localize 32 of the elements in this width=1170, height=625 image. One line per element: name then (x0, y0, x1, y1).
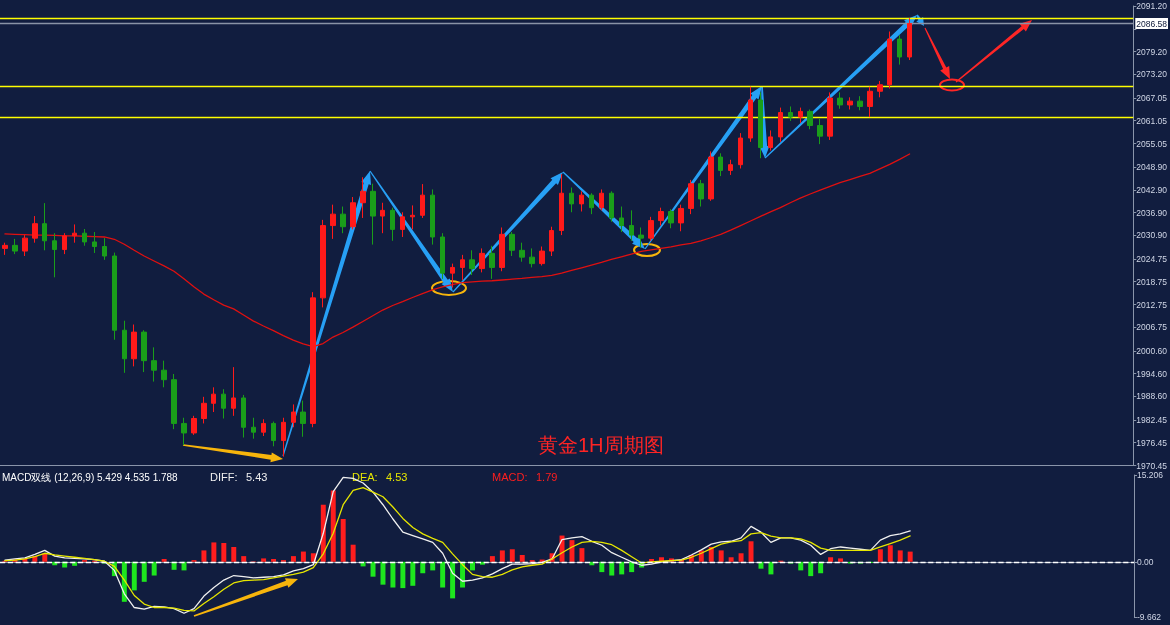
y-tick-label: 2024.75 (1136, 253, 1168, 264)
y-tick-label: 1988.60 (1136, 391, 1168, 402)
y-tick-label: 2042.90 (1136, 184, 1168, 195)
y-tick-label: -9.662 (1137, 612, 1162, 622)
y-tick-label: 2061.05 (1136, 115, 1168, 126)
y-tick-label: 2091.20 (1136, 1, 1168, 11)
ref-line-label: 2086.58 (1136, 18, 1168, 29)
text: DIFF: (210, 470, 238, 483)
y-tick-label: 1994.60 (1136, 368, 1168, 379)
y-tick-label: 2079.20 (1136, 46, 1168, 57)
y-tick-label: 0.00 (1137, 556, 1154, 567)
y-tick-label: 2036.90 (1136, 207, 1168, 218)
annotation: 黄金1H周期图 (538, 434, 664, 456)
annotation: 4.53 (386, 470, 408, 483)
y-tick-label: 15.206 (1137, 470, 1164, 480)
y-tick-label: 2055.05 (1136, 138, 1168, 149)
annotation: MACD双线 (12,26,9) 5.429 4.535 1.788 (2, 471, 179, 483)
y-tick-label: 2012.75 (1136, 299, 1168, 310)
y-tick-label: 2018.75 (1136, 276, 1168, 287)
annotation: 1.79 (536, 470, 558, 483)
y-tick-label: 2067.05 (1136, 92, 1168, 103)
y-tick-label: 2006.75 (1136, 322, 1168, 333)
series-label: DEA: (352, 470, 378, 483)
y-tick-label: 2048.90 (1136, 161, 1168, 172)
y-tick-label: 2073.20 (1136, 69, 1168, 80)
y-tick-label: 2030.90 (1136, 230, 1168, 241)
y-tick-label: 1970.45 (1136, 460, 1168, 471)
y-tick-label: 1982.45 (1136, 414, 1168, 425)
y-tick-label: 1976.45 (1136, 437, 1168, 448)
annotation: 5.43 (246, 470, 268, 483)
text: MACD: (492, 470, 528, 483)
y-tick-label: 2000.60 (1136, 345, 1168, 356)
